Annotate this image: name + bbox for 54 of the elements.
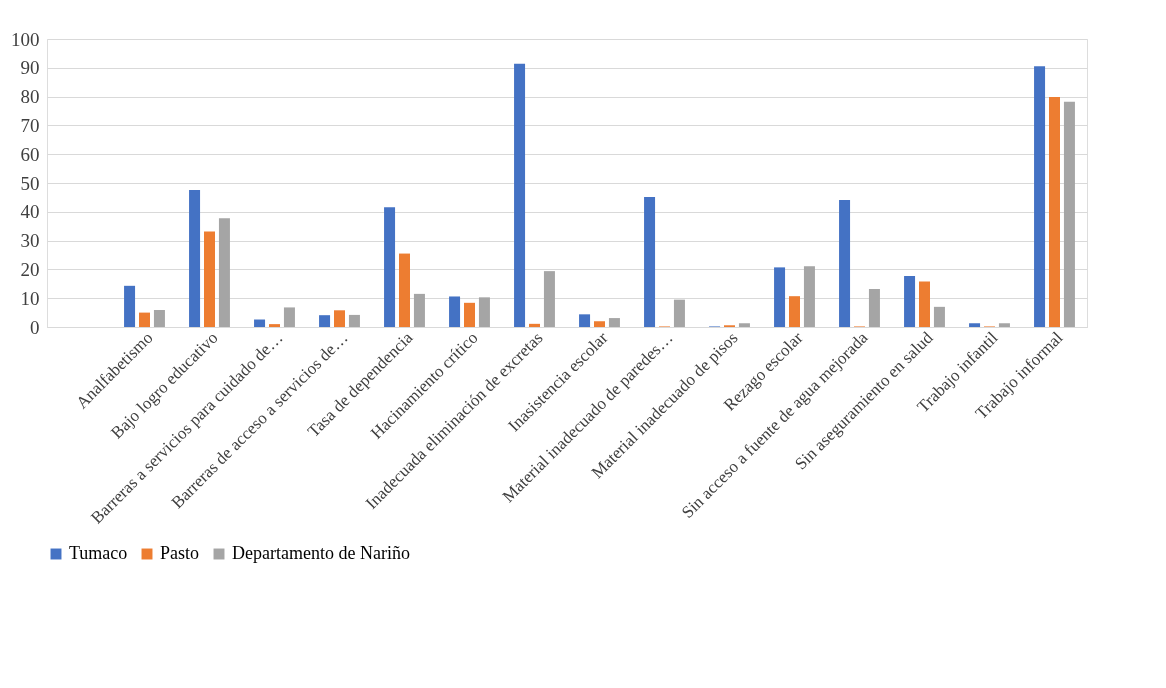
bar: [464, 302, 475, 327]
y-tick-label: 70: [20, 114, 40, 136]
y-tick-label: 0: [30, 316, 40, 338]
bar: [608, 318, 620, 327]
y-tick-label: 50: [20, 172, 40, 194]
legend-label: Tumaco: [69, 543, 128, 563]
y-tick-label: 10: [20, 287, 40, 309]
bar: [514, 63, 526, 327]
bar: [334, 310, 345, 327]
bar: [1063, 101, 1075, 327]
bar: [413, 293, 425, 327]
bar: [594, 321, 605, 327]
y-tick-label: 40: [20, 201, 40, 223]
legend-label: Departamento de Nariño: [232, 543, 410, 563]
legend-label: Pasto: [160, 543, 200, 563]
bar: [774, 267, 786, 327]
bar: [789, 296, 800, 327]
bar: [204, 231, 215, 327]
bar: [478, 297, 490, 327]
bar: [738, 323, 750, 327]
bar: [269, 324, 280, 327]
bar: [254, 319, 266, 327]
bar: [1049, 96, 1060, 327]
y-tick-label: 20: [20, 258, 40, 280]
bar: [529, 323, 540, 327]
bar: [969, 323, 981, 327]
bar: [644, 197, 656, 327]
bar: [189, 189, 201, 327]
bar: [933, 306, 945, 327]
bar: [673, 299, 685, 327]
bar: [124, 285, 136, 327]
bar: [839, 199, 851, 327]
bar: [348, 314, 360, 327]
bar: [139, 312, 150, 327]
bar: [283, 307, 295, 327]
bar: [153, 310, 165, 327]
y-tick-label: 80: [20, 86, 40, 108]
bar: [319, 315, 331, 327]
bar: [803, 266, 815, 327]
y-tick-label: 60: [20, 143, 40, 165]
bar: [579, 314, 591, 327]
y-tick-label: 30: [20, 230, 40, 252]
y-tick-label: 100: [11, 28, 40, 50]
bar: [919, 281, 930, 327]
bar: [384, 207, 396, 327]
y-tick-label: 90: [20, 57, 40, 79]
bar: [449, 296, 461, 327]
bar: [998, 323, 1010, 327]
bar: [1034, 66, 1046, 327]
bar: [868, 288, 880, 327]
bar: [399, 253, 410, 327]
bar: [218, 218, 230, 327]
bar: [543, 271, 555, 327]
bar: [904, 276, 916, 327]
